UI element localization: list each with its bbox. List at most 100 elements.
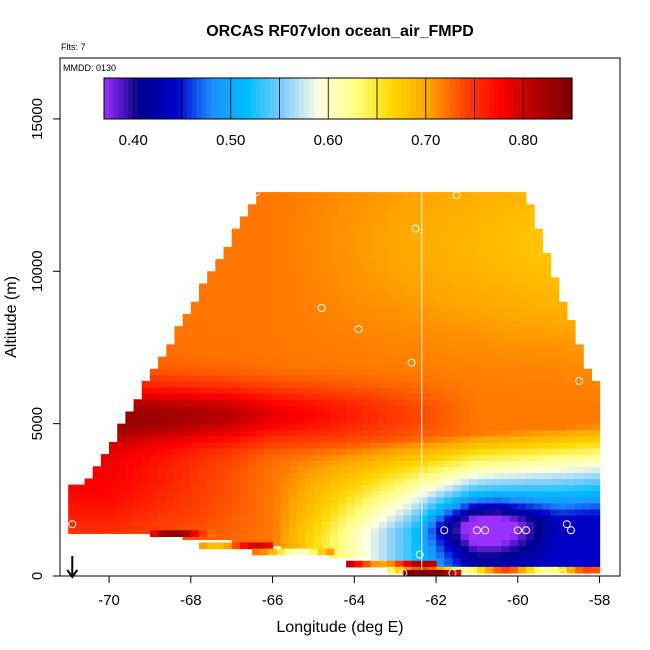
- heatmap-cell: [444, 326, 454, 333]
- heatmap-cell: [542, 490, 552, 498]
- heatmap-cell: [231, 368, 241, 376]
- heatmap-cell: [444, 411, 454, 419]
- heatmap-cell: [198, 289, 208, 297]
- heatmap-cell: [550, 484, 560, 492]
- heatmap-cell: [280, 277, 290, 285]
- heatmap-cell: [272, 192, 282, 199]
- heatmap-cell: [419, 539, 429, 547]
- heatmap-cell: [403, 560, 413, 568]
- colorbar-segment: [313, 78, 320, 119]
- heatmap-cell: [387, 374, 396, 382]
- heatmap-cell: [419, 521, 429, 528]
- heatmap-cell: [215, 277, 225, 285]
- heatmap-cell: [305, 246, 315, 254]
- heatmap-cell: [517, 380, 527, 388]
- heatmap-cell: [509, 387, 519, 394]
- heatmap-cell: [125, 490, 135, 498]
- heatmap-cell: [215, 307, 225, 315]
- heatmap-cell: [493, 295, 503, 303]
- heatmap-cell: [411, 216, 421, 224]
- heatmap-cell: [468, 344, 478, 352]
- heatmap-cell: [525, 429, 535, 437]
- flight-point: [472, 526, 481, 535]
- heatmap-cell: [558, 508, 568, 516]
- heatmap-cell: [395, 521, 404, 528]
- heatmap-cell: [501, 356, 511, 364]
- heatmap-cell: [248, 216, 257, 224]
- heatmap-cell: [427, 356, 437, 364]
- heatmap-cell: [256, 295, 265, 303]
- heatmap-cell: [387, 253, 396, 260]
- heatmap-cell: [288, 362, 298, 370]
- heatmap-cell: [313, 356, 323, 364]
- heatmap-cell: [419, 253, 429, 260]
- heatmap-cell: [215, 454, 225, 461]
- heatmap-cell: [468, 253, 478, 260]
- heatmap-cell: [460, 228, 470, 236]
- heatmap-cell: [387, 545, 396, 553]
- heatmap-cell: [198, 380, 208, 388]
- heatmap-cell: [525, 387, 535, 394]
- heatmap-cell: [354, 478, 364, 486]
- heatmap-cell: [248, 277, 257, 285]
- heatmap-cell: [362, 411, 372, 419]
- heatmap-cell: [280, 460, 290, 467]
- heatmap-cell: [460, 566, 470, 574]
- heatmap-cell: [166, 380, 176, 388]
- heatmap-cell: [534, 496, 543, 504]
- heatmap-cell: [321, 368, 331, 376]
- heatmap-cell: [485, 441, 494, 449]
- heatmap-cell: [223, 374, 233, 382]
- heatmap-cell: [329, 265, 339, 272]
- heatmap-cell: [378, 460, 388, 467]
- heatmap-cell: [215, 289, 225, 297]
- heatmap-cell: [378, 411, 388, 419]
- heatmap-cell: [387, 393, 396, 400]
- heatmap-cell: [248, 508, 257, 516]
- heatmap-cell: [125, 448, 135, 455]
- heatmap-cell: [239, 246, 249, 254]
- heatmap-cell: [207, 289, 216, 297]
- heatmap-cell: [370, 234, 380, 242]
- heatmap-cell: [419, 515, 429, 522]
- heatmap-cell: [534, 527, 543, 534]
- heatmap-cell: [378, 192, 388, 199]
- heatmap-cell: [305, 411, 315, 419]
- heatmap-cell: [591, 429, 601, 437]
- heatmap-cell: [387, 521, 396, 528]
- heatmap-cell: [321, 271, 331, 278]
- heatmap-cell: [190, 393, 200, 400]
- heatmap-cell: [468, 496, 478, 504]
- heatmap-cell: [280, 259, 290, 266]
- heatmap-cell: [591, 566, 601, 574]
- heatmap-cell: [313, 228, 323, 236]
- heatmap-cell: [346, 374, 355, 382]
- heatmap-cell: [264, 405, 274, 413]
- heatmap-cell: [550, 338, 560, 346]
- heatmap-cell: [329, 332, 339, 339]
- colorbar-segment: [381, 78, 388, 119]
- heatmap-cell: [190, 307, 200, 315]
- heatmap-cell: [542, 545, 552, 553]
- heatmap-cell: [476, 362, 486, 370]
- colorbar-segment: [562, 78, 568, 119]
- heatmap-cell: [517, 533, 527, 541]
- heatmap-cell: [141, 472, 151, 480]
- heatmap-cell: [370, 496, 380, 504]
- heatmap-cell: [288, 320, 298, 327]
- heatmap-cell: [248, 393, 257, 400]
- heatmap-cell: [248, 240, 257, 248]
- heatmap-cell: [182, 338, 192, 346]
- heatmap-cell: [362, 545, 372, 553]
- heatmap-cell: [493, 545, 503, 553]
- heatmap-cell: [149, 417, 159, 425]
- heatmap-cell: [239, 441, 249, 449]
- heatmap-cell: [460, 320, 470, 327]
- heatmap-cell: [427, 350, 437, 358]
- heatmap-cell: [542, 484, 552, 492]
- heatmap-cell: [248, 417, 257, 425]
- heatmap-cell: [452, 417, 462, 425]
- heatmap-cell: [468, 222, 478, 230]
- heatmap-cell: [321, 253, 331, 260]
- heatmap-cell: [485, 320, 494, 327]
